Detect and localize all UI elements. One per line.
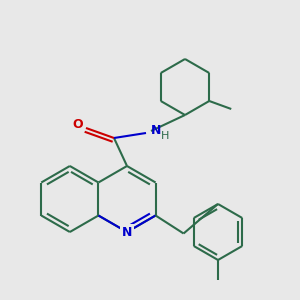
- Text: N: N: [122, 226, 132, 238]
- Text: H: H: [161, 131, 170, 141]
- Text: O: O: [73, 118, 83, 131]
- Text: N: N: [151, 124, 161, 137]
